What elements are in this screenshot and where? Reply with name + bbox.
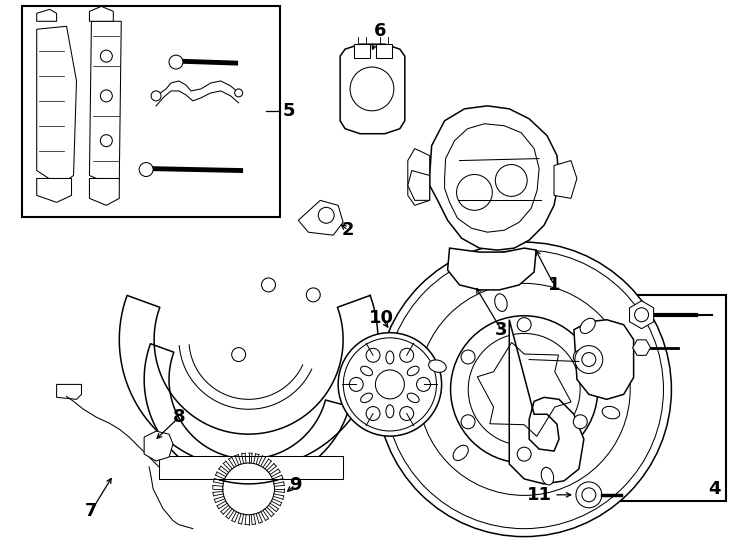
Circle shape: [517, 447, 531, 461]
Circle shape: [366, 407, 380, 421]
Circle shape: [235, 89, 243, 97]
Polygon shape: [90, 6, 113, 21]
Circle shape: [457, 174, 493, 210]
Text: 7: 7: [85, 502, 98, 520]
Ellipse shape: [360, 366, 373, 376]
Text: 6: 6: [372, 22, 386, 49]
Polygon shape: [90, 21, 121, 185]
Circle shape: [349, 377, 363, 392]
Text: 9: 9: [289, 476, 302, 494]
Polygon shape: [340, 44, 405, 134]
Circle shape: [416, 377, 430, 392]
Circle shape: [582, 353, 596, 367]
Circle shape: [573, 350, 587, 364]
Ellipse shape: [541, 467, 553, 485]
Ellipse shape: [386, 405, 394, 418]
Bar: [354, 44, 370, 58]
Polygon shape: [298, 200, 343, 235]
Circle shape: [461, 350, 475, 364]
Bar: [376, 44, 392, 58]
Circle shape: [319, 207, 334, 223]
Circle shape: [451, 316, 597, 463]
Circle shape: [573, 415, 587, 429]
Ellipse shape: [407, 393, 419, 403]
Circle shape: [576, 482, 602, 508]
Text: 5: 5: [283, 102, 295, 120]
Polygon shape: [554, 160, 577, 198]
Polygon shape: [509, 320, 584, 484]
Circle shape: [350, 67, 394, 111]
Circle shape: [306, 288, 320, 302]
Text: 8: 8: [172, 408, 185, 426]
Polygon shape: [57, 384, 81, 400]
Circle shape: [139, 163, 153, 177]
Circle shape: [495, 165, 527, 197]
Text: 4: 4: [708, 480, 721, 498]
Bar: [490, 295, 726, 501]
Circle shape: [400, 407, 414, 421]
Polygon shape: [408, 171, 429, 200]
Polygon shape: [574, 320, 633, 400]
Circle shape: [151, 91, 161, 101]
Text: 3: 3: [495, 321, 507, 339]
Circle shape: [169, 55, 183, 69]
Circle shape: [101, 50, 112, 62]
Ellipse shape: [453, 446, 468, 461]
Circle shape: [101, 134, 112, 147]
Polygon shape: [90, 179, 120, 205]
Circle shape: [338, 333, 442, 436]
Polygon shape: [37, 179, 71, 202]
Text: 11: 11: [526, 486, 552, 504]
Text: 2: 2: [342, 221, 355, 239]
Polygon shape: [633, 340, 650, 355]
Circle shape: [261, 278, 275, 292]
Polygon shape: [37, 9, 57, 21]
Polygon shape: [159, 456, 343, 479]
Polygon shape: [630, 301, 654, 329]
Polygon shape: [144, 431, 173, 461]
Bar: [22, 6, 280, 217]
Circle shape: [366, 348, 380, 362]
Circle shape: [101, 90, 112, 102]
Ellipse shape: [580, 318, 595, 334]
Ellipse shape: [360, 393, 373, 403]
Polygon shape: [429, 106, 559, 250]
Circle shape: [400, 348, 414, 362]
Polygon shape: [37, 26, 76, 185]
Circle shape: [517, 318, 531, 332]
Circle shape: [375, 370, 404, 399]
Text: 10: 10: [369, 309, 394, 327]
Circle shape: [377, 242, 672, 537]
Ellipse shape: [429, 360, 446, 373]
Ellipse shape: [386, 351, 394, 364]
Circle shape: [575, 346, 603, 374]
Polygon shape: [408, 148, 429, 205]
Text: 1: 1: [548, 276, 560, 294]
Ellipse shape: [602, 407, 619, 419]
Circle shape: [461, 415, 475, 429]
Ellipse shape: [407, 366, 419, 376]
Polygon shape: [144, 343, 349, 484]
Circle shape: [635, 308, 649, 322]
Circle shape: [232, 348, 246, 361]
Polygon shape: [448, 248, 536, 290]
Ellipse shape: [495, 294, 507, 312]
Polygon shape: [120, 295, 378, 469]
